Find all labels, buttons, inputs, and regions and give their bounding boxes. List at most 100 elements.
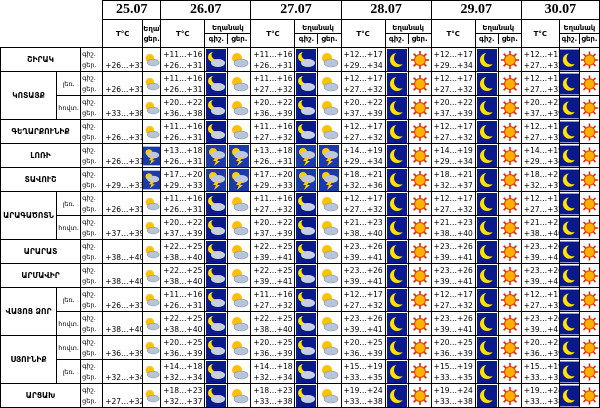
moon-icon: [386, 216, 407, 239]
moon-icon: [476, 144, 497, 167]
temperature-value: +26…+31: [163, 300, 203, 310]
temperature: +18…+23 +32…+37: [160, 383, 206, 408]
moon-icon: [476, 240, 497, 263]
partly-cloudy-icon: [232, 52, 249, 67]
temperature-value: +26…+31: [105, 84, 143, 94]
day-icon: [317, 215, 342, 240]
temperature: +12…+17 +29…+34: [430, 47, 476, 72]
temperature-value: +14…+19: [523, 145, 560, 155]
temperature-value: +14…+19: [343, 145, 383, 155]
moon-icon: [386, 312, 407, 335]
temperature: +20…+22 +36…+39: [250, 95, 296, 120]
temperature-value: +11…+16: [163, 193, 203, 203]
temperature-value: +22…+25: [253, 265, 293, 275]
moon-icon: [386, 48, 407, 71]
temperature-value: +20…+22: [253, 97, 293, 107]
period-label: գիշ.: [82, 97, 96, 106]
temperature-value: +37…+39: [105, 228, 143, 238]
temperature-value: +37…+39: [433, 108, 473, 118]
period-label: գիշ.: [476, 34, 499, 44]
period-labels: գիշ. ցեր.: [80, 263, 104, 288]
night-icon: [558, 95, 580, 120]
storm-icon: [206, 168, 227, 191]
storm-icon: [296, 168, 317, 191]
sun-icon: [500, 338, 519, 357]
temperature-value: +33…+35: [523, 372, 560, 382]
region-name: ԱՐՄԱՎԻՐ: [0, 263, 82, 288]
weather-icon: [142, 191, 162, 216]
day-icon: [578, 287, 600, 312]
night-icon: [294, 239, 319, 264]
cloudy-night-icon: [206, 336, 227, 359]
temperature-value: +20…+22: [523, 97, 560, 107]
partly-cloudy-icon: [322, 340, 339, 355]
sun-icon: [500, 386, 519, 405]
period-label: ցեր.: [82, 372, 97, 381]
day-icon: [578, 359, 600, 384]
night-icon: [384, 263, 409, 288]
night-icon: [384, 191, 409, 216]
temperature-value: +32…+36: [343, 180, 383, 190]
period-label: ցեր.: [82, 396, 97, 405]
temperature: +11…+16 +26…+31: [160, 47, 206, 72]
weather-label: Եղանակ: [386, 23, 431, 34]
temperature-value: +20…+22: [343, 97, 383, 107]
day-icon: [497, 263, 522, 288]
temperature: +12…+17 +27…+32: [520, 71, 560, 96]
period-labels: գիշ. ցեր.: [80, 239, 104, 264]
temperature-value: +33…+38: [253, 396, 293, 406]
storm-icon: [319, 168, 340, 191]
moon-icon: [560, 121, 579, 142]
storm-icon: [206, 144, 227, 167]
temperature-value: +23…+26: [343, 265, 383, 275]
temperature-value: +21…+23: [343, 217, 383, 227]
temperature: +11…+16 +27…+32: [250, 119, 296, 144]
night-icon: [558, 239, 580, 264]
temperature: +11…+16 +27…+32: [250, 191, 296, 216]
date-header: 29.07: [430, 0, 522, 20]
day-icon: [227, 287, 252, 312]
day-icon: [578, 95, 600, 120]
moon-icon: [560, 217, 579, 238]
temperature: +19…+24 +33…+38: [520, 383, 560, 408]
day-icon: [578, 383, 600, 408]
partly-cloudy-icon: [145, 269, 160, 282]
period-label: ցեր.: [82, 108, 97, 117]
sun-icon: [500, 50, 519, 69]
moon-icon: [386, 72, 407, 95]
region-name: ԳԵՂԱՐՔՈՒՆԻՔ: [0, 119, 82, 144]
region-row: ԳԵՂԱՐՔՈՒՆԻՔ գիշ. ցեր. +26…+31 +11…+16 +26…+3…: [0, 119, 600, 144]
day-icon: [227, 383, 252, 408]
temperature-value: +27…+32: [433, 300, 473, 310]
temperature-value: +39…+41: [523, 324, 560, 334]
temperature: +11…+16 +26…+31: [160, 191, 206, 216]
moon-icon: [386, 240, 407, 263]
night-icon: [204, 47, 229, 72]
period-label: ցեր.: [411, 35, 428, 43]
night-day-labels: գիշ. ցեր.: [476, 34, 520, 44]
period-label: գիշ.: [82, 73, 96, 82]
temperature: +23…+26 +39…+41: [340, 263, 386, 288]
period-label: գիշ.: [82, 217, 96, 226]
moon-icon: [386, 384, 407, 407]
period-labels: գիշ. ցեր.: [80, 167, 104, 192]
storm-icon: [143, 146, 160, 165]
temperature: +36…+39: [102, 335, 144, 360]
period-label: գիշ.: [82, 169, 96, 178]
night-icon: [204, 191, 229, 216]
temperature: +15…+19 +33…+35: [340, 359, 386, 384]
temperature-value: [105, 97, 142, 108]
temperature: +20…+25 +36…+39: [430, 335, 476, 360]
cloudy-night-icon: [296, 48, 317, 71]
temperature-value: +29…+34: [433, 156, 473, 166]
temperature-value: +27…+32: [433, 204, 473, 214]
day-icon: [317, 359, 342, 384]
temperature: +21…+23 +38…+40: [520, 215, 560, 240]
temperature-value: +22…+25: [253, 241, 293, 251]
day-icon: [407, 71, 432, 96]
cloudy-night-icon: [296, 72, 317, 95]
partly-cloudy-icon: [322, 364, 339, 379]
period-labels: գիշ. ցեր.: [80, 359, 104, 384]
cloudy-night-icon: [206, 72, 227, 95]
night-icon: [294, 71, 319, 96]
